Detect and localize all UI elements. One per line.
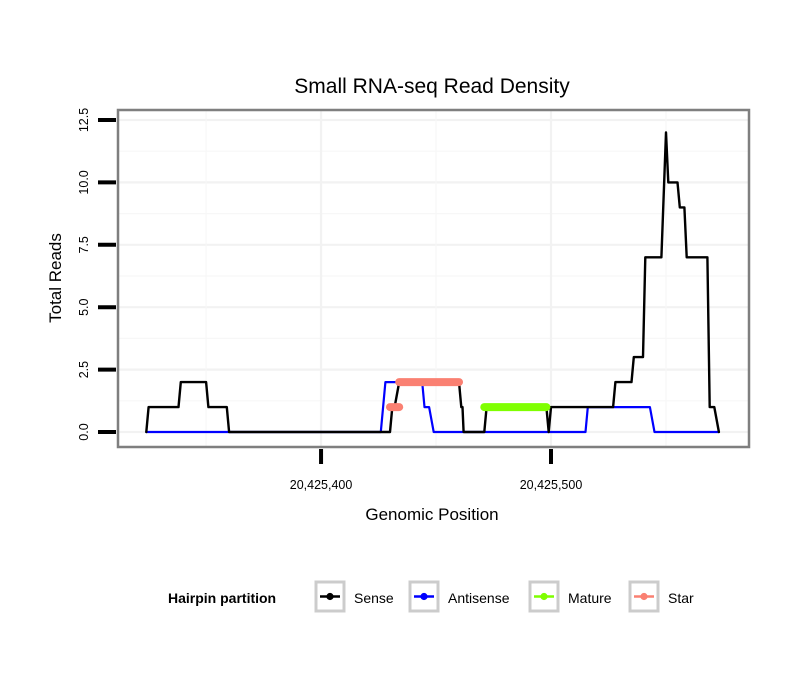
- legend-label: Star: [668, 590, 694, 606]
- legend-title: Hairpin partition: [168, 590, 276, 606]
- sense-line: [145, 131, 721, 434]
- x-tick-label: 20,425,500: [520, 478, 583, 492]
- legend-entry-antisense: Antisense: [408, 580, 510, 613]
- x-axis-title: Genomic Position: [365, 505, 498, 524]
- legend-key-point: [326, 592, 334, 601]
- legend-key-point: [540, 592, 548, 601]
- legend-entry-sense: Sense: [314, 580, 394, 613]
- y-tick-label: 0.0: [77, 423, 91, 440]
- legend-label: Mature: [568, 590, 612, 606]
- legend-key-point: [420, 592, 428, 601]
- x-axis: 20,425,400 20,425,500: [290, 449, 583, 492]
- x-tick-label: 20,425,400: [290, 478, 353, 492]
- chart-title: Small RNA-seq Read Density: [294, 75, 570, 98]
- legend-entry-mature: Mature: [528, 580, 612, 613]
- legend-key-point: [640, 592, 648, 601]
- y-axis: 0.0 2.5 5.0 7.5 10.0 12.5: [77, 108, 116, 441]
- gridlines: [118, 110, 749, 447]
- y-tick-label: 7.5: [77, 236, 91, 253]
- antisense-line: [145, 381, 721, 434]
- legend-label: Sense: [354, 590, 394, 606]
- series-layer: [145, 131, 721, 434]
- legend: Hairpin partition Sense Antisense Mature St…: [168, 580, 694, 613]
- y-tick-label: 10.0: [77, 170, 91, 194]
- legend-label: Antisense: [448, 590, 510, 606]
- legend-entry-star: Star: [628, 580, 694, 613]
- y-tick-label: 5.0: [77, 298, 91, 315]
- y-axis-title: Total Reads: [46, 233, 65, 323]
- y-tick-label: 2.5: [77, 361, 91, 378]
- plot-panel-border: [116, 108, 751, 449]
- y-tick-label: 12.5: [77, 108, 91, 132]
